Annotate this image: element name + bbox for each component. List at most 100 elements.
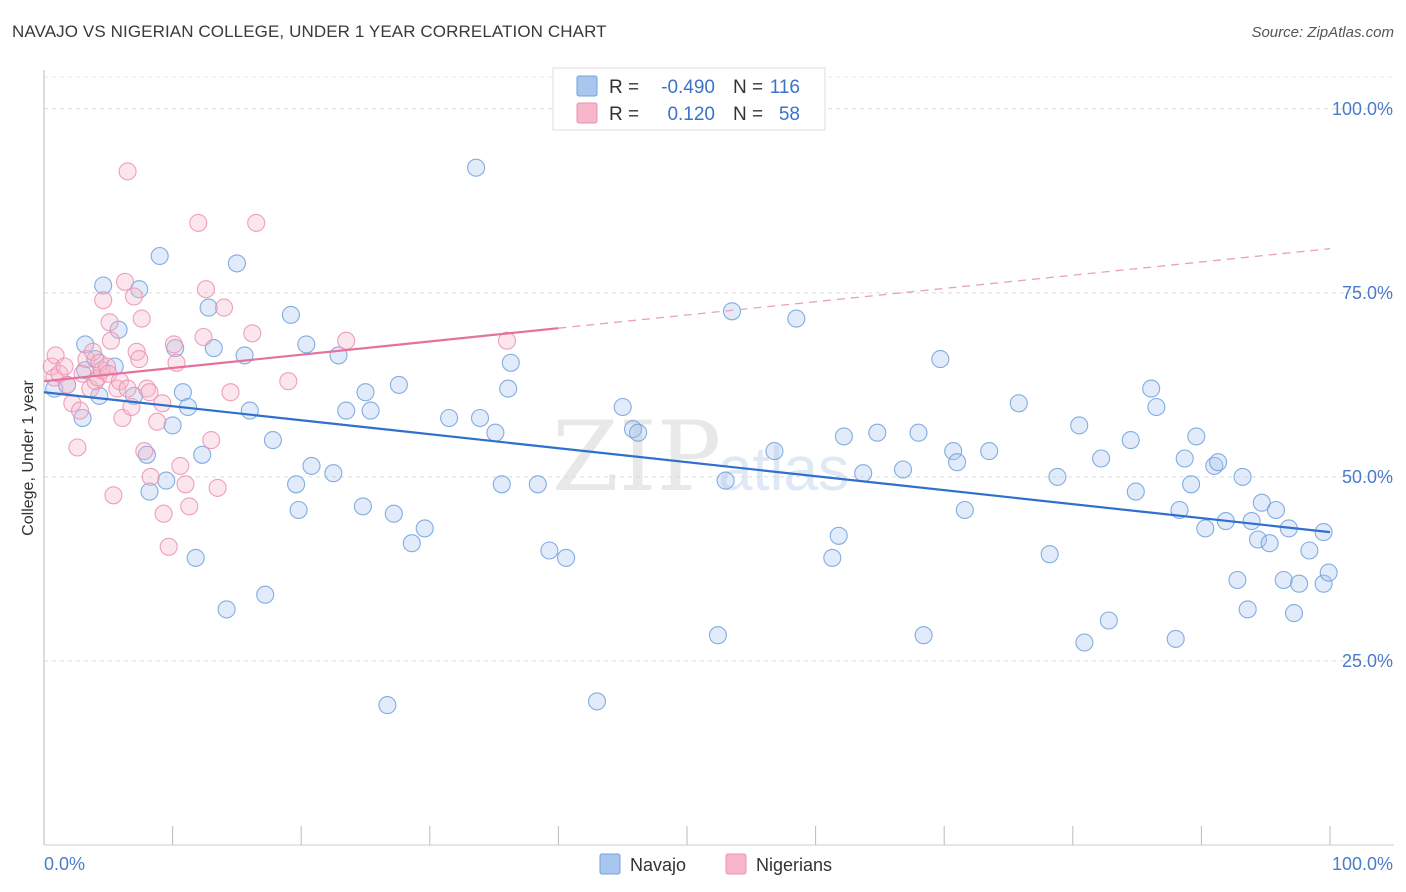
point-navajo — [931, 350, 950, 369]
point-navajo — [909, 423, 928, 442]
axes — [43, 70, 1394, 846]
point-navajo — [613, 397, 632, 417]
point-nigerians — [180, 497, 199, 516]
x-tick-marks — [172, 826, 1331, 845]
legend-frame — [552, 67, 826, 131]
point-nigerians — [176, 475, 195, 494]
point-navajo — [955, 500, 974, 520]
point-navajo — [716, 471, 735, 490]
trend-line-nigerians-dashed — [558, 248, 1331, 329]
legend-r-value-navajo: -0.490 — [661, 77, 715, 98]
legend-n-value-navajo: 116 — [770, 77, 800, 98]
point-navajo — [1233, 467, 1252, 486]
x-tick-label-max: 100.0% — [1332, 854, 1393, 874]
point-nigerians — [70, 401, 90, 420]
point-navajo — [1290, 574, 1309, 593]
point-navajo — [1142, 379, 1161, 398]
point-navajo — [302, 456, 321, 475]
point-nigerians — [194, 327, 213, 347]
point-nigerians — [140, 383, 159, 402]
point-navajo — [722, 302, 742, 321]
point-navajo — [1209, 453, 1228, 472]
point-navajo — [540, 541, 559, 560]
point-navajo — [1092, 449, 1111, 468]
point-navajo — [557, 548, 576, 567]
point-navajo — [1274, 570, 1293, 590]
bottom-legend: Navajo Nigerians — [599, 853, 832, 875]
point-nigerians — [83, 342, 102, 361]
point-navajo — [1260, 534, 1279, 553]
point-nigerians — [208, 478, 227, 497]
point-navajo — [1248, 530, 1268, 549]
point-nigerians — [104, 486, 123, 505]
y-tick-label: 25.0% — [1342, 651, 1393, 671]
point-nigerians — [154, 504, 173, 523]
point-navajo — [1175, 449, 1194, 468]
bottom-legend-swatch-nigerians — [725, 853, 747, 875]
point-nigerians — [135, 442, 154, 461]
legend-n-label-navajo: N = — [733, 77, 763, 98]
point-nigerians — [94, 291, 113, 310]
y-tick-labels: 25.0% 50.0% 75.0% 100.0% — [1332, 99, 1393, 671]
point-nigerians — [115, 272, 135, 291]
point-nigerians — [124, 287, 144, 306]
point-navajo — [94, 276, 113, 295]
point-navajo — [486, 423, 505, 442]
point-navajo — [1319, 563, 1338, 582]
point-navajo — [140, 482, 159, 501]
point-navajo — [1070, 416, 1089, 435]
point-navajo — [1121, 431, 1140, 450]
grid-lines — [44, 76, 1394, 662]
point-navajo — [765, 442, 784, 461]
point-navajo — [787, 309, 806, 328]
point-navajo — [1196, 519, 1215, 538]
watermark: ZIP atlas — [552, 401, 849, 513]
point-navajo — [150, 246, 169, 266]
point-navajo — [240, 401, 259, 420]
point-nigerians — [141, 467, 160, 486]
point-navajo — [1314, 574, 1333, 593]
point-navajo — [157, 471, 176, 490]
point-nigerians — [118, 162, 137, 181]
point-navajo — [499, 379, 518, 398]
point-navajo — [1242, 512, 1261, 531]
point-navajo — [501, 353, 520, 372]
point-navajo — [944, 442, 963, 461]
point-navajo — [389, 375, 408, 394]
point-navajo — [467, 158, 486, 177]
point-navajo — [186, 548, 205, 567]
point-navajo — [1238, 600, 1257, 619]
point-nigerians — [279, 372, 298, 391]
point-navajo — [199, 298, 218, 317]
point-navajo — [854, 464, 873, 483]
point-navajo — [492, 475, 511, 494]
legend-n-value-nigerians: 58 — [779, 104, 800, 125]
point-nigerians — [243, 324, 262, 343]
point-navajo — [1228, 570, 1247, 590]
point-navajo — [297, 335, 316, 354]
trend-lines — [43, 248, 1331, 534]
legend-r-value-nigerians: 0.120 — [667, 104, 715, 125]
point-navajo — [834, 427, 853, 446]
legend-box: R = -0.490 N = 116 R = 0.120 N = 58 — [552, 67, 826, 131]
point-navajo — [281, 305, 300, 324]
point-navajo — [1187, 427, 1206, 446]
point-navajo — [227, 254, 246, 273]
point-navajo — [324, 464, 343, 483]
point-navajo — [1099, 611, 1118, 630]
point-navajo — [204, 339, 223, 358]
point-nigerians — [164, 335, 183, 354]
point-navajo — [1040, 545, 1059, 564]
point-nigerians — [159, 537, 178, 556]
point-navajo — [893, 460, 913, 479]
point-navajo — [980, 442, 999, 461]
point-navajo — [1048, 467, 1067, 486]
point-navajo — [90, 386, 109, 405]
point-navajo — [629, 423, 648, 442]
point-navajo — [353, 497, 372, 516]
point-nigerians — [42, 357, 61, 376]
point-navajo — [868, 423, 887, 442]
point-navajo — [1166, 629, 1185, 648]
bottom-legend-label-nigerians: Nigerians — [756, 855, 832, 875]
point-navajo — [337, 401, 356, 420]
